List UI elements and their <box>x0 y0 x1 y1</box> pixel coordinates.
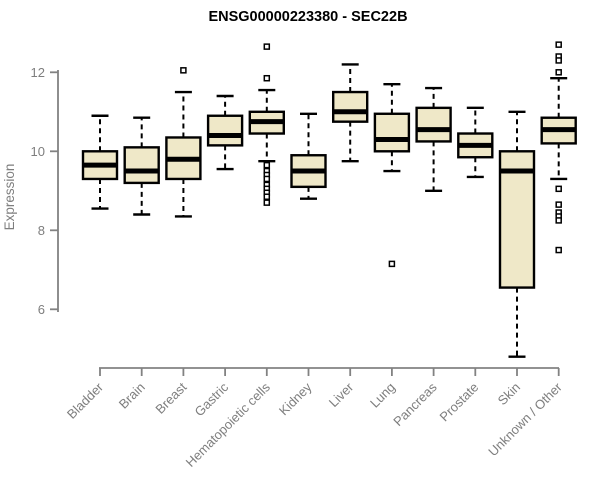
outlier-point <box>555 217 562 224</box>
box-group-hematopoietic-cells <box>248 43 286 206</box>
box-group-skin <box>498 110 536 358</box>
outlier-point <box>555 57 562 64</box>
box-group-kidney <box>290 112 327 200</box>
box-group-lung <box>373 82 411 268</box>
y-tick-label: 12 <box>31 65 45 80</box>
box-iqr <box>206 114 244 147</box>
box-iqr <box>332 90 369 123</box>
x-category-label-kidney: Kidney <box>276 379 315 418</box>
outlier-point <box>555 41 562 48</box>
outlier-point <box>388 260 396 268</box>
outlier-point <box>180 67 187 74</box>
outlier-point <box>263 161 271 169</box>
outlier-point <box>555 69 562 76</box>
boxes-layer <box>81 41 577 358</box>
box-iqr <box>415 106 452 143</box>
box-group-breast <box>165 67 202 218</box>
x-category-label-breast: Breast <box>152 379 189 416</box>
x-category-label-unknown-other: Unknown / Other <box>485 379 565 459</box>
outlier-point <box>263 199 271 206</box>
box-group-gastric <box>206 94 244 171</box>
y-tick-label: 6 <box>38 302 45 317</box>
box-iqr <box>498 150 536 289</box>
x-category-label-pancreas: Pancreas <box>390 379 440 429</box>
box-group-unknown-other <box>540 41 577 254</box>
box-group-prostate <box>457 106 494 179</box>
outlier-point <box>555 185 562 193</box>
outlier-point <box>263 43 271 50</box>
outlier-point <box>263 175 271 183</box>
y-tick-label: 10 <box>31 144 45 159</box>
x-category-label-gastric: Gastric <box>192 379 232 419</box>
chart-title: ENSG00000223380 - SEC22B <box>208 9 407 25</box>
box-iqr <box>123 146 160 185</box>
x-category-label-brain: Brain <box>116 380 148 412</box>
x-category-label-prostate: Prostate <box>437 380 482 425</box>
box-group-brain <box>123 116 160 216</box>
outlier-point <box>555 246 562 254</box>
x-category-label-lung: Lung <box>367 380 398 411</box>
outlier-point <box>263 74 271 82</box>
y-tick-label: 8 <box>38 223 45 238</box>
x-category-label-liver: Liver <box>326 379 357 410</box>
x-category-label-bladder: Bladder <box>64 379 107 422</box>
y-axis-label: Expression <box>2 164 17 231</box>
outlier-point <box>555 201 562 208</box>
outlier-point <box>263 193 271 200</box>
box-group-bladder <box>81 114 119 210</box>
box-group-pancreas <box>415 86 452 193</box>
x-category-label-skin: Skin <box>495 380 523 408</box>
box-group-liver <box>332 63 369 163</box>
box-iqr <box>373 112 411 153</box>
